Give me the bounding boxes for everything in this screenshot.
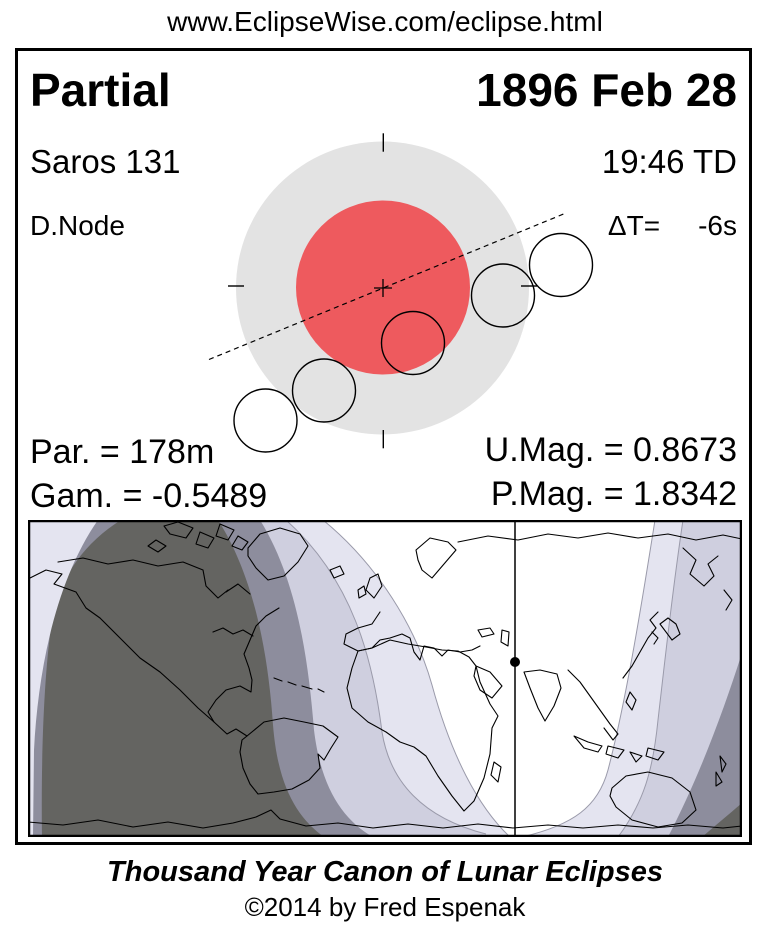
delta-t-label: ΔT= (607, 210, 661, 241)
saros-label: Saros 131 (30, 143, 181, 180)
map-zone-dark-corner (702, 803, 742, 837)
delta-t-value: -6s (698, 210, 737, 241)
moon-path-line (208, 212, 567, 361)
moon-circle (470, 263, 536, 328)
orientation-ticks (228, 133, 537, 449)
map-zone-medium-corner (668, 653, 742, 837)
map-border (28, 520, 742, 837)
visibility-map (28, 520, 742, 837)
map-zone-dark (41, 520, 324, 837)
eclipse-time: 19:46 TD (601, 143, 737, 180)
map-zone-visible-white (322, 520, 656, 837)
eclipse-diagram (208, 133, 594, 453)
node-label: D.Node (30, 210, 125, 241)
stat-partial-duration: Par. = 178m (30, 433, 215, 471)
zone-curve-right (617, 520, 684, 837)
canon-title: Thousand Year Canon of Lunar Eclipses (107, 856, 663, 888)
center-cross (374, 279, 392, 297)
moon-circle (528, 232, 594, 298)
eclipse-card: Partial 1896 Feb 28 Saros 131 19:46 TD D… (15, 48, 752, 845)
delta-t-row: ΔT= -6s (608, 212, 737, 240)
site-url: www.EclipseWise.com/eclipse.html (167, 6, 603, 37)
stat-umbral-magnitude: U.Mag. = 0.8673 (484, 431, 737, 469)
continent-outlines (28, 521, 742, 829)
moon-circle (291, 358, 357, 423)
eclipse-date: 1896 Feb 28 (476, 64, 737, 116)
sublunar-point (510, 657, 520, 667)
eclipse-type: Partial (30, 64, 171, 116)
stat-penumbral-magnitude: P.Mag. = 1.8342 (490, 475, 737, 513)
map-zone-pale-west-edge (28, 520, 98, 837)
moon-circles (233, 232, 594, 453)
stat-gamma: Gam. = -0.5489 (30, 477, 268, 515)
moon-circle (233, 388, 298, 453)
moon-circle (380, 310, 446, 376)
copyright-line: ©2014 by Fred Espenak (244, 892, 526, 922)
